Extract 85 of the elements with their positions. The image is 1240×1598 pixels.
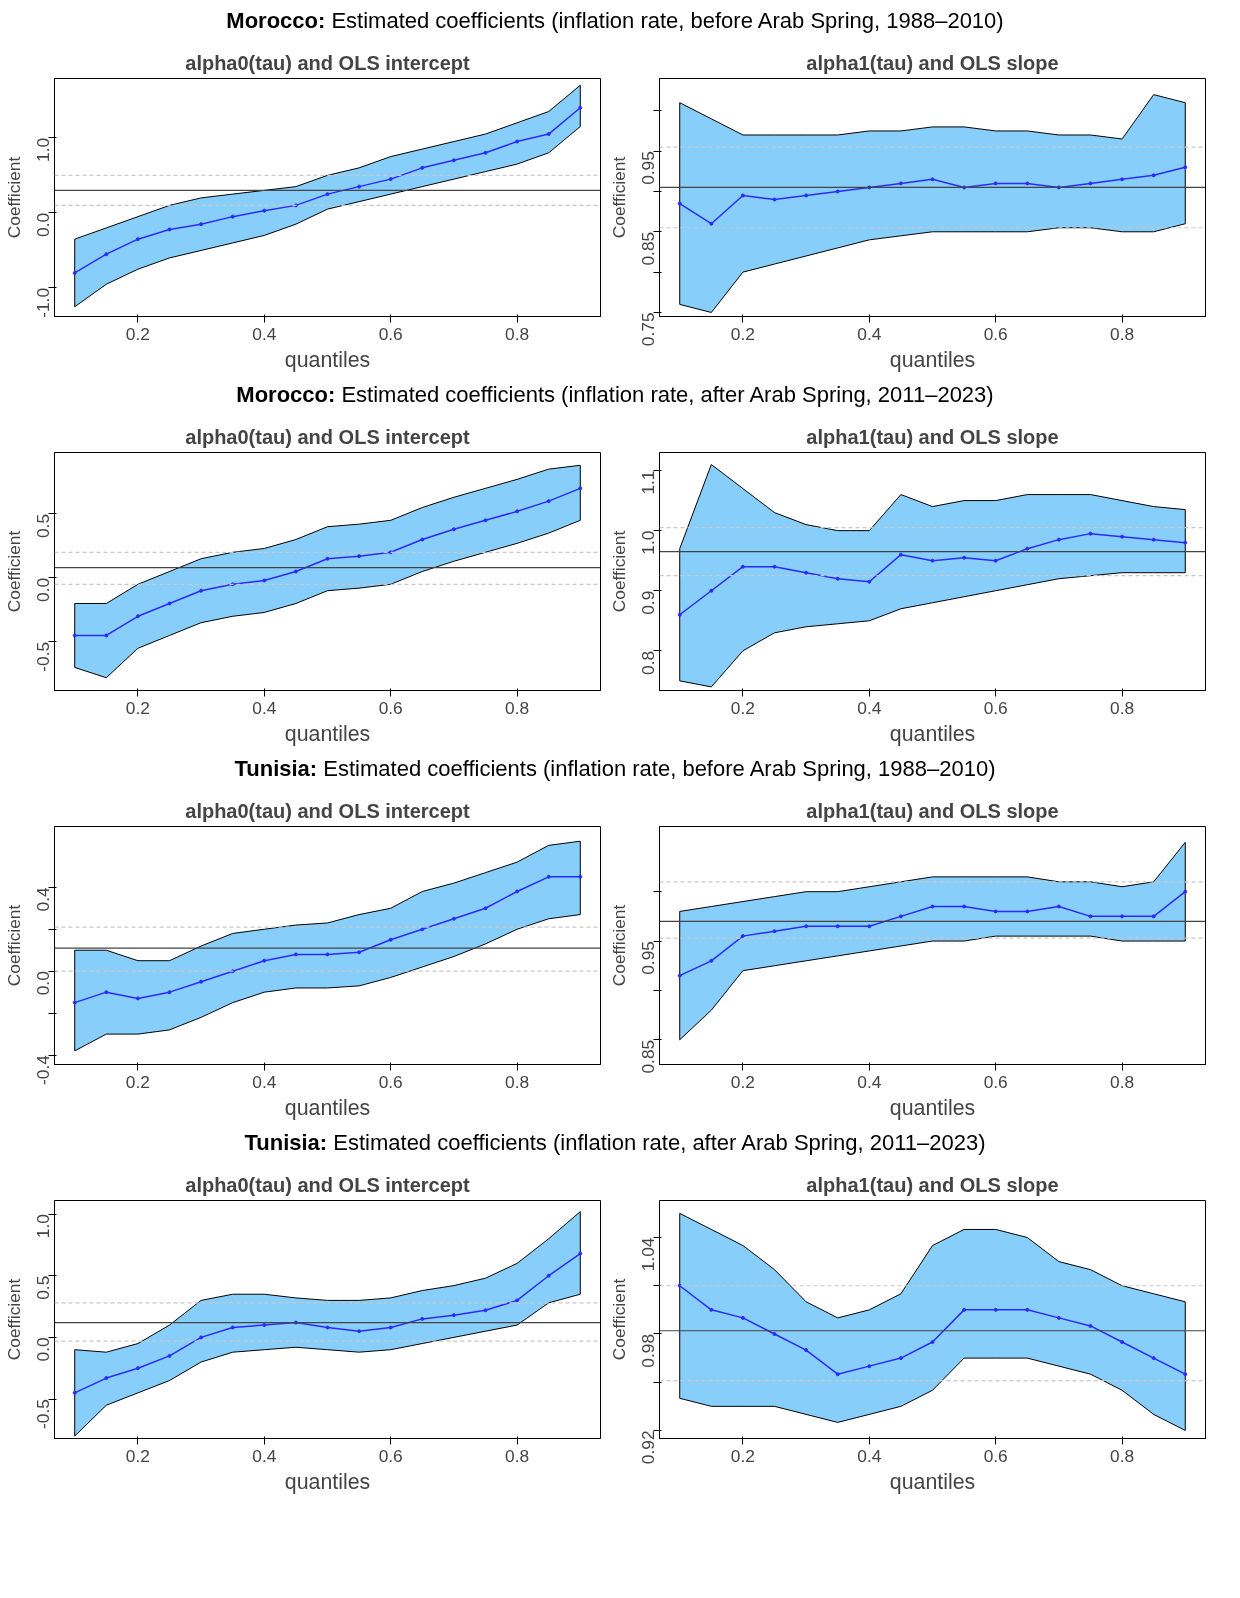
chart-title: alpha0(tau) and OLS intercept	[185, 51, 471, 74]
x-axis-title: quantiles	[889, 347, 976, 372]
y-tick-label: 0.95	[638, 941, 659, 975]
x-tick-label: 0.6	[378, 1445, 403, 1466]
y-tick-label: 0.0	[33, 1337, 54, 1362]
y-axis-title: Coefficient	[608, 904, 629, 987]
x-tick-label: 0.8	[505, 1071, 530, 1092]
chart-title: alpha1(tau) and OLS slope	[806, 51, 1059, 74]
x-tick-label: 0.4	[857, 1071, 882, 1092]
y-axis-title: Coefficient	[3, 1278, 24, 1361]
x-tick-label: 0.4	[857, 1445, 882, 1466]
x-tick-label: 0.6	[983, 1071, 1008, 1092]
y-tick-label: 0.75	[638, 312, 659, 347]
y-tick-label: 0.8	[638, 650, 659, 675]
x-axis-title: quantiles	[889, 1469, 976, 1494]
y-tick-label: 0.85	[638, 1039, 659, 1074]
y-tick-label: 0.85	[638, 231, 659, 266]
x-axis-title: quantiles	[889, 721, 976, 746]
x-tick-label: 0.4	[857, 697, 882, 718]
y-tick-label: 0.0	[33, 212, 54, 237]
text: Morocco: Estimated coefficients (inflation rate, after Arab Spring, 2011–2023)	[235, 381, 995, 409]
x-axis-title: quantiles	[284, 1095, 371, 1120]
x-tick-label: 0.2	[125, 697, 150, 718]
x-tick-label: 0.8	[505, 323, 530, 344]
x-axis-title: quantiles	[284, 1469, 371, 1494]
text: Morocco: Estimated coefficients (inflation rate, before Arab Spring, 1988–2010)	[225, 7, 1005, 35]
x-tick-label: 0.6	[378, 697, 403, 718]
y-tick-label: 0.9	[638, 590, 659, 615]
x-tick-label: 0.2	[730, 1071, 755, 1092]
x-axis-title: quantiles	[284, 347, 371, 372]
y-tick-label: 1.0	[638, 530, 659, 555]
chart-title: alpha1(tau) and OLS slope	[806, 1173, 1059, 1196]
y-tick-label: 0.0	[33, 971, 54, 996]
text: Tunisia: Estimated coefficients (inflation rate, after Arab Spring, 2011–2023)	[243, 1129, 987, 1157]
y-tick-label: -0.5	[33, 641, 54, 672]
x-axis-title: quantiles	[889, 1095, 976, 1120]
chart-title: alpha0(tau) and OLS intercept	[185, 425, 471, 448]
y-axis-title: Coefficient	[3, 530, 24, 613]
y-tick-label: -0.4	[33, 1054, 54, 1085]
chart-title: alpha1(tau) and OLS slope	[806, 799, 1059, 822]
y-tick-label: 0.92	[638, 1430, 659, 1465]
y-tick-label: 0.98	[638, 1333, 659, 1368]
y-tick-label: 0.0	[33, 577, 54, 602]
y-tick-label: 0.95	[638, 151, 659, 185]
x-tick-label: 0.6	[378, 1071, 403, 1092]
text: Tunisia: Estimated coefficients (inflation rate, before Arab Spring, 1988–2010)	[233, 755, 997, 783]
y-tick-label: 0.5	[33, 513, 54, 539]
x-tick-label: 0.8	[505, 697, 530, 718]
x-tick-label: 0.8	[505, 1445, 530, 1466]
x-tick-label: 0.8	[1110, 697, 1135, 718]
x-tick-label: 0.6	[983, 1445, 1008, 1466]
x-tick-label: 0.4	[252, 1445, 277, 1466]
y-axis-title: Coefficient	[608, 156, 629, 239]
y-axis-title: Coefficient	[608, 1278, 629, 1361]
x-tick-label: 0.2	[125, 323, 150, 344]
x-axis-title: quantiles	[284, 721, 371, 746]
y-axis-title: Coefficient	[608, 530, 629, 613]
y-axis-title: Coefficient	[3, 156, 24, 239]
x-tick-label: 0.8	[1110, 323, 1135, 344]
x-tick-label: 0.6	[983, 697, 1008, 718]
y-tick-label: -1.0	[33, 287, 54, 318]
x-tick-label: 0.2	[730, 323, 755, 344]
chart-title: alpha0(tau) and OLS intercept	[185, 799, 471, 822]
y-tick-label: 0.5	[33, 1275, 54, 1300]
y-tick-label: 1.0	[33, 1214, 54, 1239]
x-tick-label: 0.8	[1110, 1445, 1135, 1466]
chart-title: alpha1(tau) and OLS slope	[806, 425, 1059, 448]
x-tick-label: 0.6	[983, 323, 1008, 344]
y-tick-label: -0.5	[33, 1399, 54, 1429]
x-tick-label: 0.2	[125, 1445, 150, 1466]
x-tick-label: 0.2	[730, 1445, 755, 1466]
y-tick-label: 0.4	[33, 886, 54, 912]
y-tick-label: 1.1	[638, 470, 659, 495]
x-tick-label: 0.4	[252, 323, 277, 344]
x-tick-label: 0.2	[125, 1071, 150, 1092]
y-axis-title: Coefficient	[3, 904, 24, 987]
y-tick-label: 1.0	[33, 137, 54, 162]
y-tick-label: 1.04	[638, 1237, 659, 1272]
x-tick-label: 0.6	[378, 323, 403, 344]
x-tick-label: 0.4	[252, 697, 277, 718]
x-tick-label: 0.8	[1110, 1071, 1135, 1092]
x-tick-label: 0.2	[730, 697, 755, 718]
x-tick-label: 0.4	[857, 323, 882, 344]
chart-title: alpha0(tau) and OLS intercept	[185, 1173, 471, 1196]
x-tick-label: 0.4	[252, 1071, 277, 1092]
